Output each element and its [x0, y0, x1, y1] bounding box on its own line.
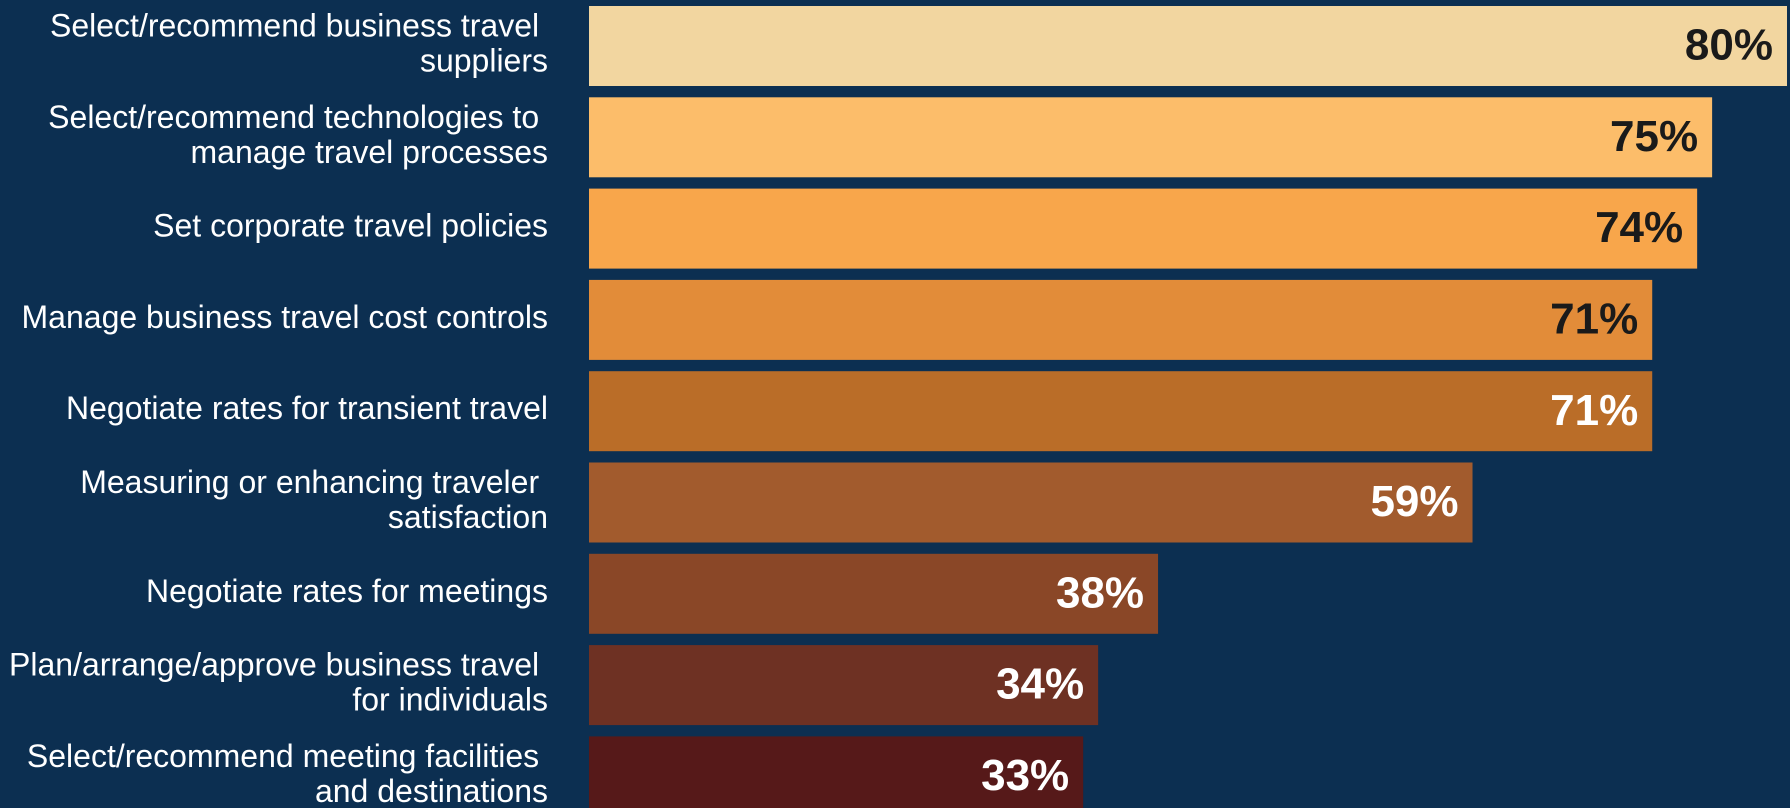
bar — [589, 736, 1084, 808]
bar — [589, 462, 1473, 543]
bar — [589, 645, 1099, 726]
value-label: 38% — [1056, 568, 1144, 617]
category-label: Set corporate travel policies — [153, 208, 548, 244]
value-label: 59% — [1370, 477, 1458, 526]
category-label: Negotiate rates for meetings — [146, 573, 548, 609]
category-label: Manage business travel cost controls — [22, 299, 548, 335]
value-label: 71% — [1550, 295, 1638, 344]
bar — [589, 97, 1713, 178]
bar — [589, 188, 1698, 269]
value-label: 33% — [981, 751, 1069, 800]
category-label: Negotiate rates for transient travel — [66, 391, 548, 427]
bar — [589, 553, 1159, 634]
value-label: 74% — [1595, 203, 1683, 252]
category-label: Select/recommend technologies to manage … — [48, 99, 548, 170]
category-label: Select/recommend meeting facilities and … — [27, 738, 548, 808]
category-label: Measuring or enhancing traveler satisfac… — [80, 464, 548, 535]
category-label: Plan/arrange/approve business travel for… — [9, 647, 548, 718]
value-label: 75% — [1610, 112, 1698, 161]
bar — [589, 279, 1653, 360]
bar — [589, 371, 1653, 452]
value-label: 71% — [1550, 386, 1638, 435]
value-label: 80% — [1685, 21, 1773, 70]
category-label: Select/recommend business travel supplie… — [50, 8, 548, 79]
bar — [589, 6, 1787, 86]
value-label: 34% — [996, 660, 1084, 709]
